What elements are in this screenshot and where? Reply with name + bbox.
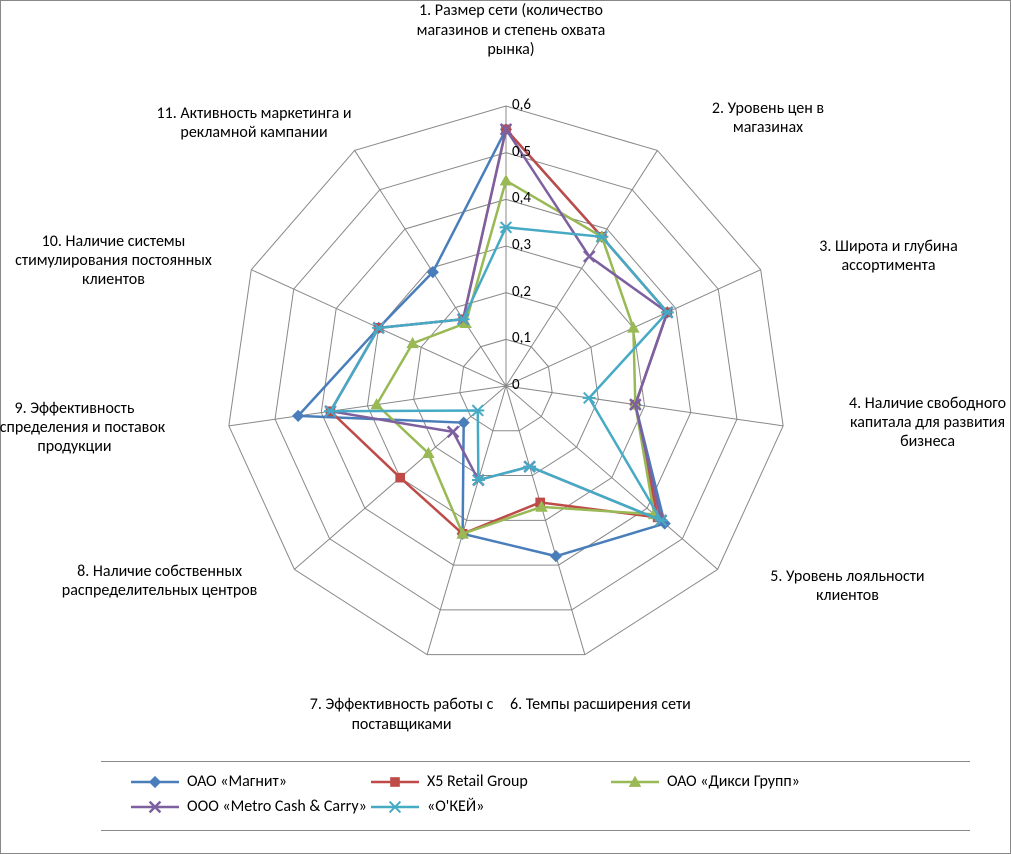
radar-chart-container: 1. Размер сети (количество магазинов и с… [0, 0, 1011, 854]
radial-tick-label: 0,5 [512, 143, 531, 161]
axis-label: 8. Наличие собственных распределительных… [50, 562, 270, 600]
radial-tick-label: 0,2 [512, 283, 531, 301]
radial-tick-label: 0 [512, 376, 520, 394]
axis-label: 10. Наличие системы стимулирования посто… [13, 232, 213, 290]
axis-label: 1. Размер сети (количество магазинов и с… [401, 1, 621, 59]
axis-label: 3. Широта и глубина ассортимента [799, 237, 979, 275]
axis-label: 6. Темпы расширения сети [500, 695, 700, 714]
legend-label: X5 Retail Group [427, 772, 528, 791]
axis-label: 2. Уровень цен в магазинах [683, 99, 853, 137]
legend-label: ОАО «Дикси Групп» [667, 772, 800, 791]
radial-tick-label: 0,3 [512, 236, 531, 254]
radial-tick-label: 0,6 [512, 96, 531, 114]
legend-label: «О'КЕЙ» [427, 797, 484, 816]
radial-tick-label: 0,4 [512, 189, 531, 207]
axis-label: 4. Наличие свободного капитала для разви… [823, 394, 1011, 452]
legend-item: ОАО «Магнит» [131, 772, 371, 791]
axis-label: 9. Эффективность распределения и поставо… [0, 399, 184, 457]
legend-item: ОАО «Дикси Групп» [611, 772, 851, 791]
axis-label: 5. Уровень лояльности клиентов [742, 567, 952, 605]
legend-item: «О'КЕЙ» [371, 797, 611, 816]
axis-label: 11. Активность маркетинга и рекламной ка… [144, 104, 364, 142]
chart-legend: ОАО «Магнит» X5 Retail Group ОАО «Дикси Гр… [101, 761, 970, 831]
radial-tick-label: 0,1 [512, 329, 531, 347]
legend-item: X5 Retail Group [371, 772, 611, 791]
legend-label: ООО «Metro Cash & Carry» [187, 797, 367, 816]
legend-label: ОАО «Магнит» [187, 772, 287, 791]
axis-label: 7. Эффективность работы с поставщиками [292, 695, 512, 733]
legend-item: ООО «Metro Cash & Carry» [131, 797, 371, 816]
